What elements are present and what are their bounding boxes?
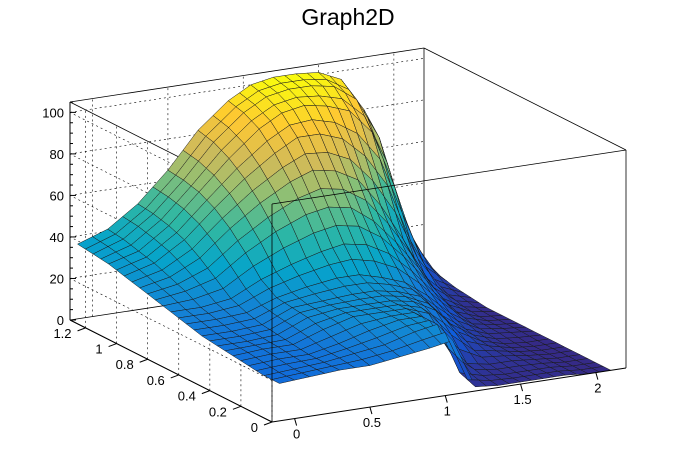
x-tick-label: 2 bbox=[594, 381, 601, 396]
y-tick-label: 1.2 bbox=[53, 326, 71, 341]
x-tick-label: 1.5 bbox=[514, 392, 532, 407]
chart-title: Graph2D bbox=[301, 4, 394, 30]
x-tick bbox=[444, 395, 448, 403]
y-tick-label: 0.8 bbox=[116, 357, 134, 372]
x-tick bbox=[294, 418, 298, 426]
surface-mesh bbox=[77, 72, 612, 388]
y-tick bbox=[108, 343, 117, 348]
x-tick bbox=[369, 406, 373, 415]
z-tick-label: 20 bbox=[50, 271, 64, 286]
x-axis bbox=[271, 367, 627, 423]
y-tick-label: 1 bbox=[95, 342, 102, 357]
y-tick bbox=[77, 327, 86, 332]
x-tick-label: 0.5 bbox=[363, 415, 381, 430]
y-tick bbox=[201, 390, 211, 395]
z-tick-label: 60 bbox=[50, 188, 64, 203]
y-tick bbox=[139, 358, 148, 363]
frame-front bbox=[271, 47, 627, 422]
y-tick-label: 0.4 bbox=[178, 389, 196, 404]
x-tick-label: 1 bbox=[444, 404, 451, 419]
y-tick bbox=[170, 374, 179, 379]
z-tick-label: 80 bbox=[50, 147, 64, 162]
frame-edge bbox=[423, 47, 627, 151]
x-tick-label: 0 bbox=[293, 427, 300, 442]
y-tick bbox=[263, 421, 273, 426]
x-tick bbox=[520, 383, 524, 392]
y-tick-label: 0 bbox=[251, 420, 258, 435]
x-tick bbox=[595, 372, 599, 380]
y-axis bbox=[69, 319, 273, 423]
frame-edge bbox=[271, 149, 627, 205]
y-tick-label: 0.2 bbox=[209, 404, 227, 419]
z-tick-label: 0 bbox=[57, 313, 64, 328]
y-tick-label: 0.6 bbox=[147, 373, 165, 388]
y-tick bbox=[232, 405, 242, 410]
z-tick-label: 40 bbox=[50, 230, 64, 245]
z-tick-label: 100 bbox=[42, 105, 64, 120]
frame-edge bbox=[69, 47, 425, 103]
